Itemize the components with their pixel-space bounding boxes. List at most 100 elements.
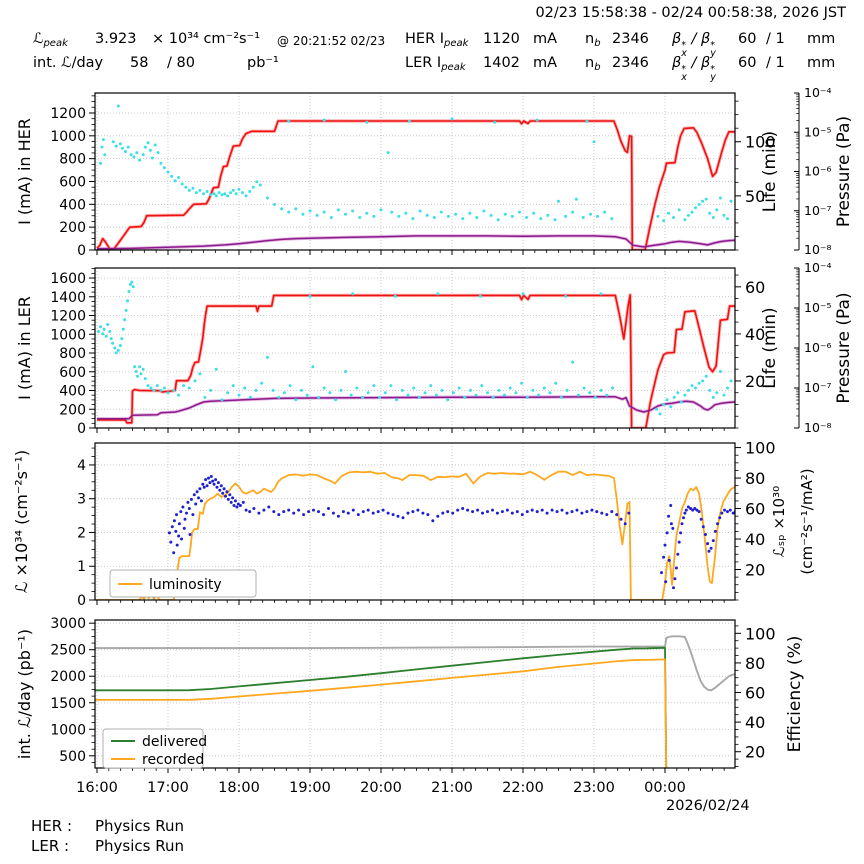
her-ipeak-value: 1120 — [483, 31, 520, 47]
her-ipeak-unit: mA — [533, 31, 558, 47]
svg-text:1200: 1200 — [50, 106, 86, 122]
svg-text:Life (min): Life (min) — [760, 131, 780, 212]
svg-text:60: 60 — [745, 278, 765, 297]
panel-her_ring: 0 200 400 600 800 1000 1200 50 100 I (mA) in HER L… — [15, 85, 854, 259]
ler-nb-value: 2346 — [612, 55, 649, 71]
svg-text:23:00: 23:00 — [573, 780, 615, 796]
svg-text:1600: 1600 — [50, 271, 86, 287]
svg-text:20: 20 — [745, 372, 765, 391]
svg-text:10⁻⁵: 10⁻⁵ — [804, 124, 832, 139]
her-mode-value: Physics Run — [95, 817, 185, 835]
svg-text:21:00: 21:00 — [431, 780, 473, 796]
svg-text:1000: 1000 — [50, 327, 86, 343]
svg-text:10⁻⁸: 10⁻⁸ — [804, 242, 832, 257]
ler-mode-label: LER : — [31, 837, 70, 855]
svg-text:400: 400 — [59, 384, 86, 400]
svg-text:500: 500 — [59, 749, 86, 765]
svg-text:600: 600 — [59, 174, 86, 190]
svg-text:100: 100 — [745, 439, 776, 458]
svg-text:10⁻⁷: 10⁻⁷ — [804, 203, 832, 218]
svg-text:Pressure (Pa): Pressure (Pa) — [834, 292, 854, 403]
her-nb-label: nb — [585, 31, 601, 49]
her-nb-value: 2346 — [612, 31, 649, 47]
svg-text:20: 20 — [745, 561, 765, 580]
svg-text:20: 20 — [745, 743, 765, 762]
svg-text:18:00: 18:00 — [218, 780, 260, 796]
intlday-label: int. ℒ/day — [33, 55, 104, 71]
her-beta-value: 60 — [738, 31, 757, 47]
lpeak-label: ℒpeak — [33, 31, 68, 49]
ler-ipeak-value: 1402 — [483, 55, 520, 71]
svg-text:ℒ ×10³⁴ (cm⁻²s⁻¹): ℒ ×10³⁴ (cm⁻²s⁻¹) — [12, 450, 31, 593]
ler-mode-value: Physics Run — [95, 837, 185, 855]
svg-text:80: 80 — [745, 469, 765, 488]
svg-text:2000: 2000 — [50, 669, 86, 685]
lpeak-timestamp: @ 20:21:52 02/23 — [277, 34, 386, 48]
her-beta-label: β * x / β * y — [672, 31, 716, 59]
svg-text:0: 0 — [77, 243, 86, 259]
svg-text:0: 0 — [77, 593, 86, 609]
svg-text:16:00: 16:00 — [76, 780, 118, 796]
svg-text:(cm⁻²s⁻¹/mA²): (cm⁻²s⁻¹/mA²) — [798, 468, 816, 574]
panel-ler_ring: 0 200 400 600 800 1000 1200 1400 1600 20 40 60 I (mA… — [15, 260, 854, 437]
svg-text:10⁻⁸: 10⁻⁸ — [804, 420, 832, 435]
svg-text:1000: 1000 — [50, 129, 86, 145]
svg-text:800: 800 — [59, 346, 86, 362]
panel-luminosity: 0 1 2 3 4 20 40 60 80 100 ℒ ×10³⁴ (cm⁻²s⁻¹) ℒₛₚ ×10… — [12, 439, 816, 609]
svg-text:I (mA) in HER: I (mA) in HER — [15, 118, 34, 225]
svg-text:10⁻⁴: 10⁻⁴ — [804, 85, 832, 100]
ler-beta-value: 60 — [738, 55, 757, 71]
svg-text:3: 3 — [77, 492, 86, 508]
svg-text:800: 800 — [59, 152, 86, 168]
svg-text:2026/02/24: 2026/02/24 — [666, 798, 750, 814]
her-mode-label: HER : — [31, 817, 73, 835]
ler-beta-unit: mm — [807, 55, 836, 71]
ler-beta-label: β * x / β * y — [672, 55, 716, 83]
svg-text:Efficiency (%): Efficiency (%) — [785, 636, 805, 753]
svg-text:4: 4 — [77, 458, 86, 474]
svg-text:00:00: 00:00 — [644, 780, 686, 796]
svg-text:2500: 2500 — [50, 643, 86, 659]
svg-text:1: 1 — [77, 559, 86, 575]
lpeak-value: 3.923 — [95, 31, 137, 47]
intlday-unit: pb⁻¹ — [247, 55, 279, 71]
her-beta-value2: / 1 — [766, 31, 785, 47]
intlday-value: 58 — [130, 55, 149, 71]
svg-text:22:00: 22:00 — [502, 780, 544, 796]
svg-text:10⁻⁶: 10⁻⁶ — [804, 340, 832, 355]
svg-text:60: 60 — [745, 684, 765, 703]
svg-text:50: 50 — [745, 187, 765, 206]
svg-text:600: 600 — [59, 365, 86, 381]
panel-integrated_luminosity: 500 1000 1500 2000 2500 3000 20 40 60 80 100 int. ℒ… — [15, 616, 805, 773]
svg-text:10⁻⁴: 10⁻⁴ — [804, 260, 832, 275]
svg-text:0: 0 — [77, 421, 86, 437]
svg-text:ℒₛₚ ×10³⁰: ℒₛₚ ×10³⁰ — [770, 486, 788, 557]
svg-text:recorded: recorded — [142, 752, 204, 768]
svg-text:1400: 1400 — [50, 290, 86, 306]
svg-text:1500: 1500 — [50, 696, 86, 712]
her-beta-unit: mm — [807, 31, 836, 47]
svg-text:19:00: 19:00 — [289, 780, 331, 796]
svg-text:int. ℒ/day (pb⁻¹): int. ℒ/day (pb⁻¹) — [15, 629, 34, 759]
svg-text:100: 100 — [745, 133, 776, 152]
ler-beta-value2: / 1 — [766, 55, 785, 71]
svg-text:2: 2 — [77, 525, 86, 541]
svg-text:80: 80 — [745, 654, 765, 673]
svg-text:I (mA) in LER: I (mA) in LER — [15, 296, 34, 400]
lpeak-unit: × 10³⁴ cm⁻²s⁻¹ — [152, 31, 261, 47]
svg-text:10⁻⁵: 10⁻⁵ — [804, 300, 832, 315]
svg-text:40: 40 — [745, 325, 765, 344]
svg-text:Pressure (Pa): Pressure (Pa) — [834, 116, 854, 227]
svg-text:40: 40 — [745, 713, 765, 732]
svg-text:400: 400 — [59, 197, 86, 213]
svg-text:200: 200 — [59, 220, 86, 236]
her-ipeak-label: HER Ipeak — [405, 31, 469, 49]
ler-ipeak-unit: mA — [533, 55, 558, 71]
ler-nb-label: nb — [585, 55, 601, 73]
svg-text:1200: 1200 — [50, 309, 86, 325]
svg-text:200: 200 — [59, 402, 86, 418]
svg-text:20:00: 20:00 — [360, 780, 402, 796]
svg-text:1000: 1000 — [50, 722, 86, 738]
svg-text:17:00: 17:00 — [147, 780, 189, 796]
